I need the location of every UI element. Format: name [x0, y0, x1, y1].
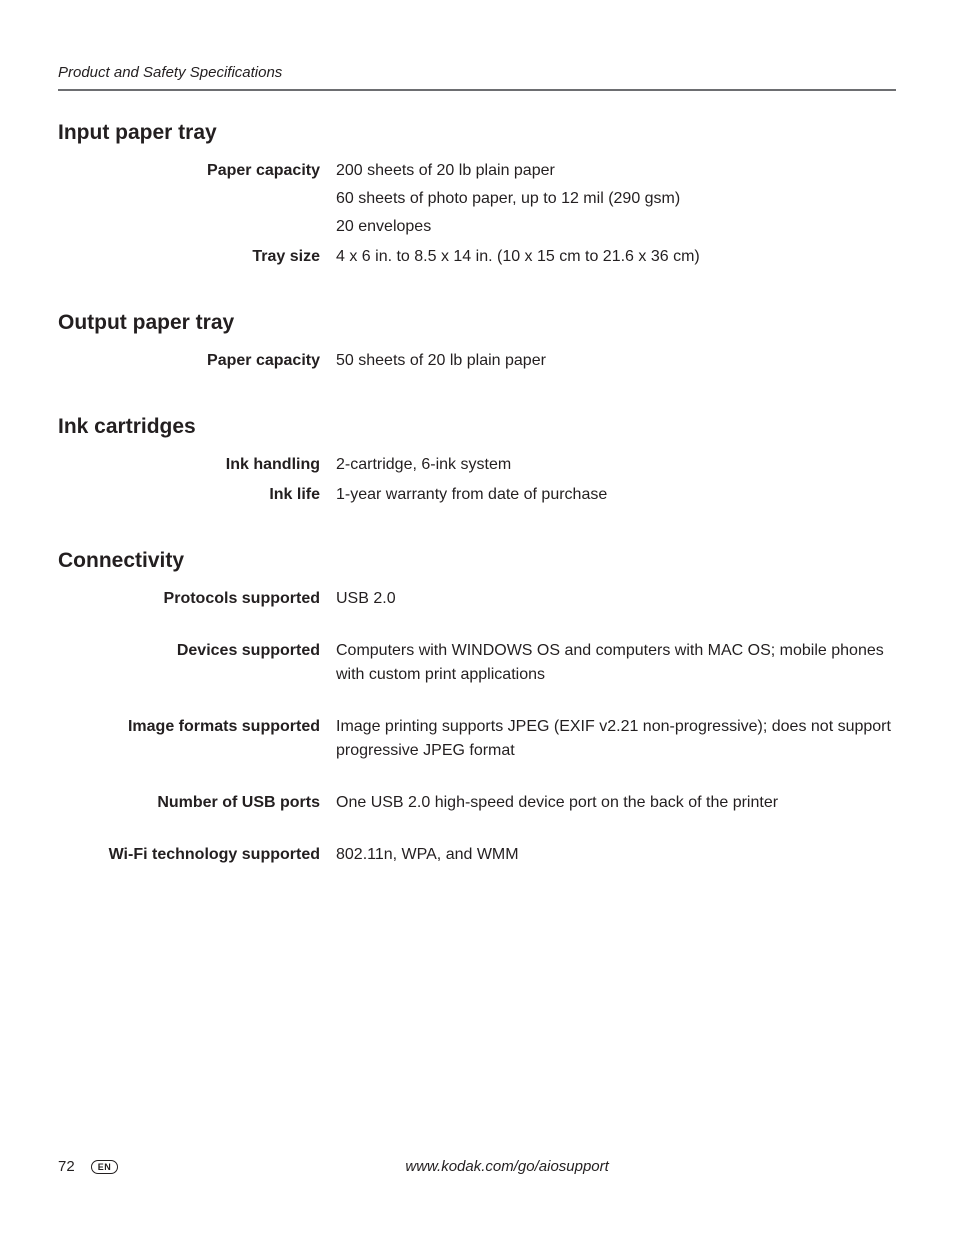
spec-line: 4 x 6 in. to 8.5 x 14 in. (10 x 15 cm to… — [336, 245, 896, 269]
spec-label: Wi-Fi technology supported — [58, 843, 336, 867]
spec-row: Number of USB ports One USB 2.0 high-spe… — [58, 791, 896, 815]
section-input-tray: Input paper tray Paper capacity 200 shee… — [58, 121, 896, 269]
page-footer: 72 EN www.kodak.com/go/aiosupport — [58, 1158, 896, 1175]
spec-line: USB 2.0 — [336, 587, 896, 611]
spec-value: 200 sheets of 20 lb plain paper 60 sheet… — [336, 159, 896, 239]
spec-line: 802.11n, WPA, and WMM — [336, 843, 896, 867]
spec-line: One USB 2.0 high-speed device port on th… — [336, 791, 896, 815]
footer-url: www.kodak.com/go/aiosupport — [118, 1158, 896, 1175]
spec-label: Protocols supported — [58, 587, 336, 611]
section-title: Connectivity — [58, 549, 896, 573]
section-title: Ink cartridges — [58, 415, 896, 439]
spec-label: Paper capacity — [58, 159, 336, 183]
spec-label: Number of USB ports — [58, 791, 336, 815]
section-connectivity: Connectivity Protocols supported USB 2.0… — [58, 549, 896, 867]
section-output-tray: Output paper tray Paper capacity 50 shee… — [58, 311, 896, 373]
spec-label: Paper capacity — [58, 349, 336, 373]
spec-line: 50 sheets of 20 lb plain paper — [336, 349, 896, 373]
spec-value: 50 sheets of 20 lb plain paper — [336, 349, 896, 373]
section-title: Input paper tray — [58, 121, 896, 145]
spec-row: Wi-Fi technology supported 802.11n, WPA,… — [58, 843, 896, 867]
spec-value: 802.11n, WPA, and WMM — [336, 843, 896, 867]
spec-label: Ink handling — [58, 453, 336, 477]
spec-value: USB 2.0 — [336, 587, 896, 611]
spec-line: 200 sheets of 20 lb plain paper — [336, 159, 896, 183]
running-head: Product and Safety Specifications — [58, 64, 896, 91]
spec-value: One USB 2.0 high-speed device port on th… — [336, 791, 896, 815]
spec-label: Ink life — [58, 483, 336, 507]
section-title: Output paper tray — [58, 311, 896, 335]
spec-row: Devices supported Computers with WINDOWS… — [58, 639, 896, 687]
spec-line: Image printing supports JPEG (EXIF v2.21… — [336, 715, 896, 763]
spec-row: Ink life 1-year warranty from date of pu… — [58, 483, 896, 507]
spec-line: 20 envelopes — [336, 215, 896, 239]
spec-value: Computers with WINDOWS OS and computers … — [336, 639, 896, 687]
spec-row: Paper capacity 50 sheets of 20 lb plain … — [58, 349, 896, 373]
spec-line: 2-cartridge, 6-ink system — [336, 453, 896, 477]
spec-line: 1-year warranty from date of purchase — [336, 483, 896, 507]
spec-value: 1-year warranty from date of purchase — [336, 483, 896, 507]
spec-row: Image formats supported Image printing s… — [58, 715, 896, 763]
spec-value: 4 x 6 in. to 8.5 x 14 in. (10 x 15 cm to… — [336, 245, 896, 269]
spec-row: Ink handling 2-cartridge, 6-ink system — [58, 453, 896, 477]
spec-line: Computers with WINDOWS OS and computers … — [336, 639, 896, 687]
spec-label: Tray size — [58, 245, 336, 269]
spec-value: 2-cartridge, 6-ink system — [336, 453, 896, 477]
spec-label: Image formats supported — [58, 715, 336, 739]
page-number: 72 — [58, 1158, 75, 1175]
spec-line: 60 sheets of photo paper, up to 12 mil (… — [336, 187, 896, 211]
spec-row: Tray size 4 x 6 in. to 8.5 x 14 in. (10 … — [58, 245, 896, 269]
spec-row: Paper capacity 200 sheets of 20 lb plain… — [58, 159, 896, 239]
section-ink: Ink cartridges Ink handling 2-cartridge,… — [58, 415, 896, 507]
spec-row: Protocols supported USB 2.0 — [58, 587, 896, 611]
spec-value: Image printing supports JPEG (EXIF v2.21… — [336, 715, 896, 763]
language-badge: EN — [91, 1160, 119, 1174]
spec-label: Devices supported — [58, 639, 336, 663]
